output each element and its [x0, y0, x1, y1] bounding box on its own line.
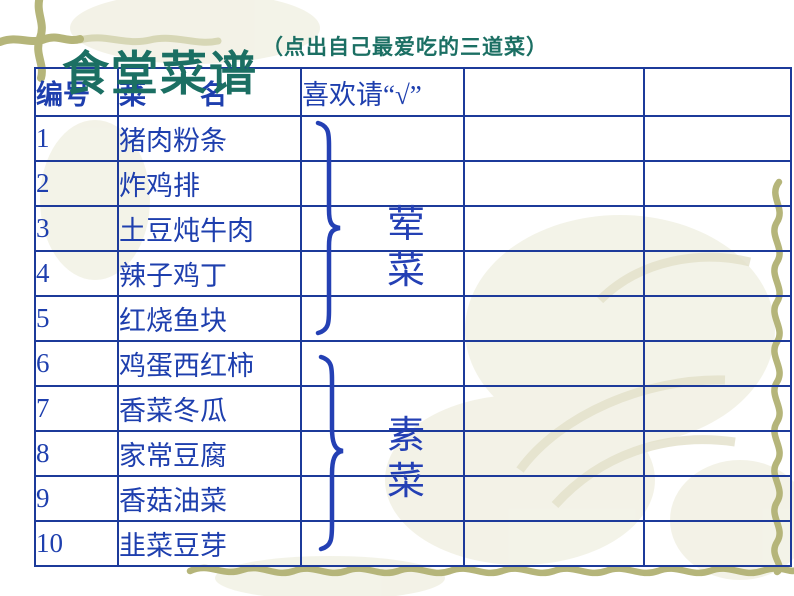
- empty-cell: [643, 385, 792, 432]
- row-number: 6: [34, 340, 119, 387]
- dish-name: 炸鸡排: [117, 160, 302, 207]
- header-dish-name: 菜 名: [117, 67, 302, 117]
- empty-cell: [643, 250, 792, 297]
- check-cell: [300, 205, 465, 252]
- row-number: 2: [34, 160, 119, 207]
- dish-name: 香菜冬瓜: [117, 385, 302, 432]
- empty-cell: [463, 340, 645, 387]
- check-cell: [300, 475, 465, 522]
- empty-cell: [463, 430, 645, 477]
- check-cell: [300, 160, 465, 207]
- row-number: 5: [34, 295, 119, 342]
- check-cell: [300, 295, 465, 342]
- dish-name: 韭菜豆芽: [117, 520, 302, 567]
- dish-name: 辣子鸡丁: [117, 250, 302, 297]
- header-empty-1: [463, 67, 645, 117]
- check-cell: [300, 340, 465, 387]
- empty-cell: [463, 250, 645, 297]
- empty-cell: [643, 475, 792, 522]
- check-cell: [300, 115, 465, 162]
- empty-cell: [463, 520, 645, 567]
- table-row: 9 香菇油菜: [34, 475, 792, 522]
- check-cell: [300, 520, 465, 567]
- dish-name: 鸡蛋西红柿: [117, 340, 302, 387]
- empty-cell: [643, 340, 792, 387]
- dish-name: 家常豆腐: [117, 430, 302, 477]
- empty-cell: [463, 160, 645, 207]
- vine-squiggle-bottom: [186, 564, 794, 577]
- header-row: 编号 菜 名 喜欢请“√”: [34, 67, 792, 117]
- dish-name: 猪肉粉条: [117, 115, 302, 162]
- page-subtitle: （点出自己最爱吃的三道菜）: [262, 35, 548, 59]
- table-row: 2 炸鸡排: [34, 160, 792, 207]
- empty-cell: [643, 160, 792, 207]
- empty-cell: [643, 115, 792, 162]
- table-row: 6 鸡蛋西红柿: [34, 340, 792, 387]
- empty-cell: [463, 475, 645, 522]
- table-row: 10 韭菜豆芽: [34, 520, 792, 567]
- table-row: 4 辣子鸡丁: [34, 250, 792, 297]
- dish-name: 红烧鱼块: [117, 295, 302, 342]
- table-row: 8 家常豆腐: [34, 430, 792, 477]
- empty-cell: [463, 385, 645, 432]
- page-title: 食堂菜谱: [62, 49, 258, 102]
- empty-cell: [463, 115, 645, 162]
- row-number: 4: [34, 250, 119, 297]
- row-number: 10: [34, 520, 119, 567]
- empty-cell: [643, 205, 792, 252]
- dish-name: 土豆炖牛肉: [117, 205, 302, 252]
- check-cell: [300, 385, 465, 432]
- check-cell: [300, 250, 465, 297]
- row-number: 1: [34, 115, 119, 162]
- table-row: 5 红烧鱼块: [34, 295, 792, 342]
- row-number: 8: [34, 430, 119, 477]
- header-check: 喜欢请“√”: [300, 67, 465, 117]
- header-empty-2: [643, 67, 792, 117]
- row-number: 7: [34, 385, 119, 432]
- table-row: 3 土豆炖牛肉: [34, 205, 792, 252]
- row-number: 9: [34, 475, 119, 522]
- dish-name: 香菇油菜: [117, 475, 302, 522]
- check-cell: [300, 430, 465, 477]
- row-number: 3: [34, 205, 119, 252]
- empty-cell: [643, 430, 792, 477]
- empty-cell: [643, 520, 792, 567]
- header-number: 编号: [34, 67, 119, 117]
- empty-cell: [643, 295, 792, 342]
- menu-table: 编号 菜 名 喜欢请“√” 1 猪肉粉条 2 炸鸡排 3 土豆炖牛肉: [34, 67, 792, 567]
- empty-cell: [463, 295, 645, 342]
- table-row: 7 香菜冬瓜: [34, 385, 792, 432]
- table-row: 1 猪肉粉条: [34, 115, 792, 162]
- empty-cell: [463, 205, 645, 252]
